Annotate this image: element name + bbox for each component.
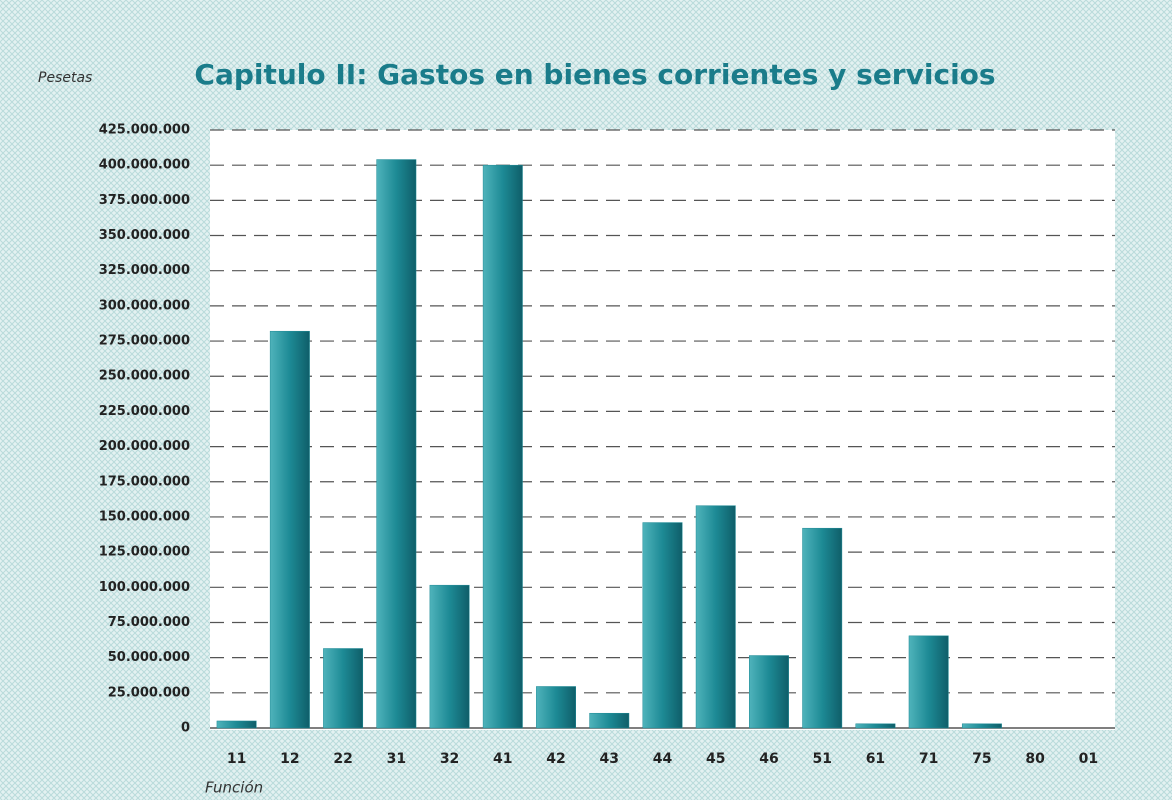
x-tick-label: 46 (759, 751, 778, 767)
x-tick-label: 45 (706, 751, 725, 767)
bar (269, 330, 310, 729)
bar (961, 723, 1002, 729)
y-tick-label: 375.000.000 (99, 193, 190, 208)
y-tick-label: 0 (181, 721, 190, 736)
bar (376, 159, 417, 729)
x-tick-label: 41 (493, 751, 512, 767)
y-tick-label: 250.000.000 (99, 369, 190, 384)
bar (429, 584, 470, 729)
bar (695, 505, 736, 729)
y-tick-label: 200.000.000 (99, 439, 190, 454)
x-tick-label: 61 (866, 751, 885, 767)
y-axis-label: Pesetas (38, 70, 92, 86)
y-tick-label: 75.000.000 (108, 615, 190, 630)
bar (749, 655, 789, 729)
bar (802, 527, 843, 729)
y-tick-label: 350.000.000 (99, 228, 190, 243)
x-tick-label: 32 (440, 751, 459, 767)
y-tick-label: 425.000.000 (99, 123, 190, 138)
x-tick-label: 51 (812, 751, 831, 767)
x-tick-label: 42 (546, 751, 565, 767)
y-tick-label: 275.000.000 (99, 334, 190, 349)
bar (589, 712, 630, 729)
x-tick-label: 44 (653, 751, 673, 767)
bar (323, 648, 364, 729)
y-tick-label: 125.000.000 (99, 545, 190, 560)
y-tick-label: 225.000.000 (99, 404, 190, 419)
bar (536, 686, 576, 729)
chart-title: Capitulo II: Gastos en bienes corrientes… (194, 58, 995, 91)
bar (482, 164, 523, 729)
x-tick-label: 11 (227, 751, 246, 767)
bar (855, 723, 896, 729)
y-tick-label: 400.000.000 (99, 158, 190, 173)
y-tick-label: 325.000.000 (99, 263, 190, 278)
x-tick-label: 75 (972, 751, 991, 767)
bar (642, 522, 683, 729)
bar (216, 720, 257, 729)
x-tick-label: 12 (280, 751, 299, 767)
y-tick-label: 300.000.000 (99, 298, 190, 313)
bar (908, 635, 949, 729)
x-axis-label: Función (205, 779, 263, 797)
x-tick-label: 31 (387, 751, 406, 767)
x-tick-label: 80 (1025, 751, 1045, 767)
x-tick-label: 01 (1079, 751, 1098, 767)
y-tick-label: 150.000.000 (99, 509, 190, 524)
y-tick-label: 25.000.000 (108, 685, 190, 700)
x-tick-label: 22 (333, 751, 352, 767)
y-tick-label: 50.000.000 (108, 650, 190, 665)
y-tick-label: 100.000.000 (99, 580, 190, 595)
y-tick-label: 175.000.000 (99, 474, 190, 489)
x-tick-label: 43 (600, 751, 619, 767)
x-tick-label: 71 (919, 751, 938, 767)
